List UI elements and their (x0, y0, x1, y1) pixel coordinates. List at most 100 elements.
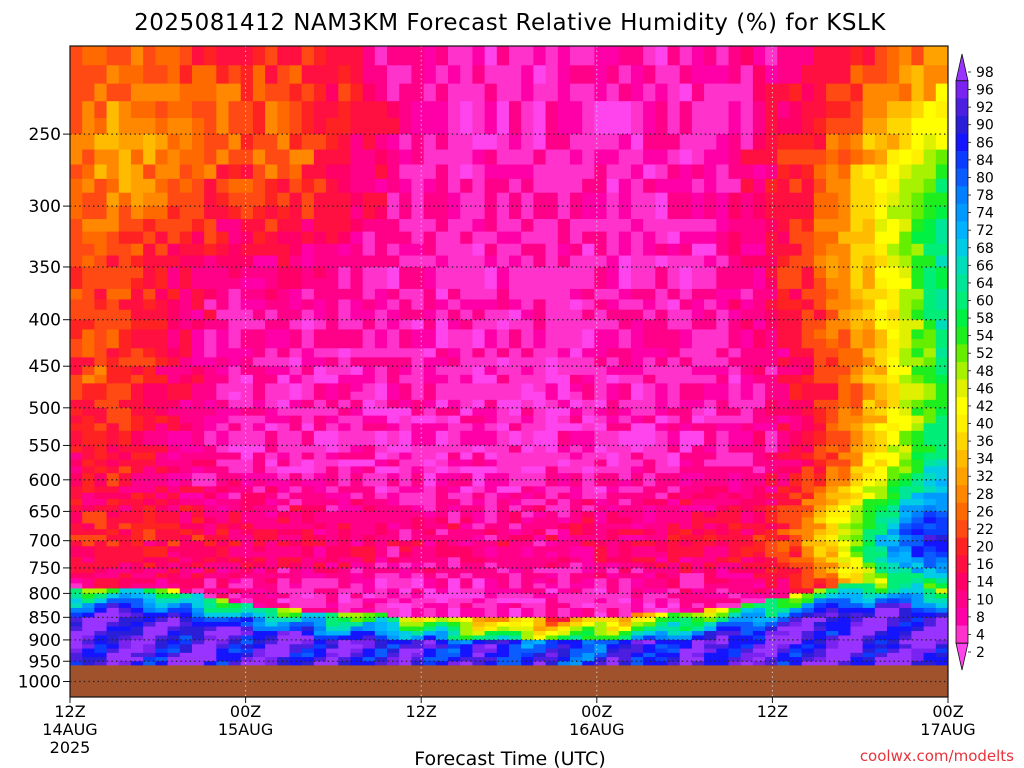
heatmap-cell (191, 178, 205, 194)
heatmap-cell (496, 588, 510, 594)
heatmap-cell (728, 299, 742, 311)
heatmap-cell (252, 46, 266, 66)
heatmap-cell (740, 383, 754, 393)
heatmap-cell (765, 383, 778, 393)
heatmap-cell (118, 534, 132, 542)
heatmap-cell (423, 546, 437, 553)
heatmap-cell (801, 83, 815, 102)
heatmap-cell (350, 644, 364, 650)
heatmap-cell (850, 423, 864, 432)
heatmap-cell (338, 534, 352, 542)
heatmap-cell (813, 101, 827, 119)
heatmap-cell (472, 567, 486, 574)
heatmap-cell (143, 65, 156, 85)
heatmap-cell (289, 486, 303, 494)
heatmap-cell (472, 492, 486, 500)
heatmap-cell (862, 492, 876, 500)
heatmap-cell (179, 149, 193, 166)
heatmap-cell (118, 374, 132, 384)
heatmap-cell (106, 309, 120, 321)
heatmap-cell (350, 149, 364, 166)
heatmap-cell (789, 134, 803, 151)
heatmap-cell (765, 479, 778, 487)
heatmap-cell (155, 219, 169, 233)
heatmap-cell (716, 635, 730, 641)
heatmap-cell (569, 348, 583, 358)
heatmap-cell (362, 661, 376, 666)
heatmap-cell (362, 631, 376, 637)
heatmap-cell (643, 588, 656, 594)
heatmap-cell (704, 652, 717, 658)
heatmap-cell (801, 473, 815, 481)
heatmap-cell (216, 517, 230, 524)
heatmap-cell (252, 567, 266, 574)
heatmap-cell (850, 374, 864, 384)
heatmap-cell (728, 338, 742, 349)
heatmap-cell (655, 466, 669, 474)
heatmap-cell (765, 423, 778, 432)
heatmap-cell (265, 206, 278, 220)
heatmap-cell (240, 583, 254, 590)
heatmap-cell (716, 266, 730, 279)
heatmap-cell (423, 407, 437, 417)
heatmap-cell (399, 243, 413, 257)
heatmap-cell (289, 567, 303, 574)
heatmap-cell (387, 607, 400, 614)
heatmap-cell (496, 534, 510, 542)
heatmap-cell (399, 473, 413, 481)
heatmap-cell (643, 598, 656, 604)
heatmap-cell (801, 329, 815, 340)
heatmap-cell (496, 459, 510, 468)
heatmap-cell (326, 652, 339, 658)
heatmap-cell (130, 621, 144, 628)
heatmap-cell (167, 117, 181, 135)
heatmap-cell (569, 266, 583, 279)
heatmap-cell (740, 479, 754, 487)
heatmap-cell (765, 452, 778, 461)
heatmap-cell (752, 423, 766, 432)
heatmap-cell (204, 626, 217, 632)
heatmap-cell (765, 588, 778, 594)
heatmap-cell (801, 648, 815, 654)
heatmap-cell (411, 149, 425, 166)
heatmap-cell (691, 652, 705, 658)
heatmap-cell (752, 299, 766, 311)
heatmap-cell (435, 423, 449, 432)
heatmap-cell (399, 348, 413, 358)
heatmap-cell (484, 644, 498, 650)
heatmap-cell (240, 466, 254, 474)
heatmap-cell (557, 399, 571, 409)
heatmap-cell (765, 466, 778, 474)
heatmap-cell (350, 445, 364, 454)
heatmap-cell (679, 583, 693, 590)
heatmap-cell (313, 652, 327, 658)
heatmap-cell (533, 479, 547, 487)
heatmap-cell (643, 466, 656, 474)
heatmap-cell (679, 329, 693, 340)
heatmap-cell (435, 366, 449, 376)
heatmap-cell (460, 415, 474, 424)
heatmap-cell (179, 288, 193, 301)
heatmap-cell (411, 374, 425, 384)
heatmap-cell (850, 621, 864, 628)
heatmap-cell (435, 557, 449, 564)
heatmap-cell (667, 486, 681, 494)
heatmap-cell (167, 593, 181, 599)
heatmap-cell (557, 492, 571, 500)
heatmap-cell (679, 192, 693, 207)
heatmap-cell (594, 101, 608, 119)
heatmap-cell (301, 255, 315, 268)
heatmap-cell (155, 46, 169, 66)
heatmap-cell (569, 299, 583, 311)
heatmap-cell (630, 46, 644, 66)
heatmap-cell (740, 607, 754, 614)
heatmap-cell (143, 492, 156, 500)
heatmap-cell (118, 593, 132, 599)
heatmap-cell (667, 164, 681, 180)
heatmap-cell (411, 134, 425, 151)
heatmap-cell (94, 466, 108, 474)
heatmap-cell (204, 266, 217, 279)
heatmap-cell (789, 101, 803, 119)
heatmap-cell (82, 648, 95, 654)
heatmap-cell (277, 134, 291, 151)
